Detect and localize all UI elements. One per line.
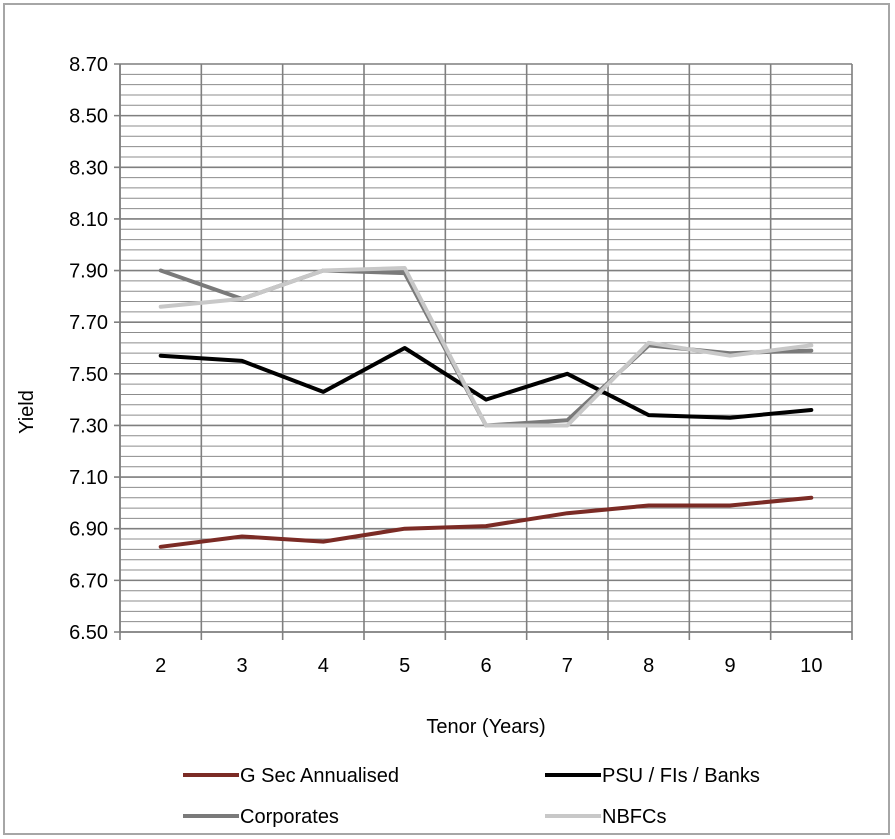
y-tick-label: 8.10	[69, 209, 108, 231]
label-layer: 6.50 6.70 6.90 7.10 7.30 7.50 7.70 7.90 8.10 8.30…	[69, 54, 822, 677]
x-tick-label: 10	[800, 655, 822, 677]
legend-label: G Sec Annualised	[240, 765, 399, 787]
x-tick-label: 8	[643, 655, 654, 677]
y-tick-label: 6.90	[69, 519, 108, 541]
y-tick-label: 8.70	[69, 54, 108, 76]
x-tick-label: 3	[236, 655, 247, 677]
y-tick-label: 7.90	[69, 261, 108, 283]
y-tick-label: 7.70	[69, 312, 108, 334]
series-line	[158, 266, 814, 428]
chart-frame	[3, 3, 890, 835]
y-tick-label: 6.70	[69, 570, 108, 592]
legend-label: PSU / FIs / Banks	[602, 765, 760, 787]
legend-label: NBFCs	[602, 806, 666, 828]
y-tick-label: 8.50	[69, 106, 108, 128]
x-axis-title: Tenor (Years)	[426, 716, 545, 738]
x-tick-label: 4	[318, 655, 329, 677]
series-line	[158, 495, 814, 549]
axis-layer	[119, 64, 852, 633]
x-tick-label: 9	[724, 655, 735, 677]
series-line	[158, 346, 814, 420]
y-tick-label: 6.50	[69, 622, 108, 644]
x-tick-label: 2	[155, 655, 166, 677]
y-tick-label: 8.30	[69, 157, 108, 179]
legend-label: Corporates	[240, 806, 339, 828]
y-axis-title: Yield	[16, 390, 38, 434]
series-layer	[158, 266, 814, 549]
legend: G Sec Annualised PSU / FIs / Banks Corpora…	[183, 765, 760, 828]
x-tick-label: 6	[480, 655, 491, 677]
y-tick-label: 7.10	[69, 467, 108, 489]
x-tick-label: 7	[562, 655, 573, 677]
y-tick-label: 7.50	[69, 364, 108, 386]
x-tick-label: 5	[399, 655, 410, 677]
y-tick-label: 7.30	[69, 415, 108, 437]
